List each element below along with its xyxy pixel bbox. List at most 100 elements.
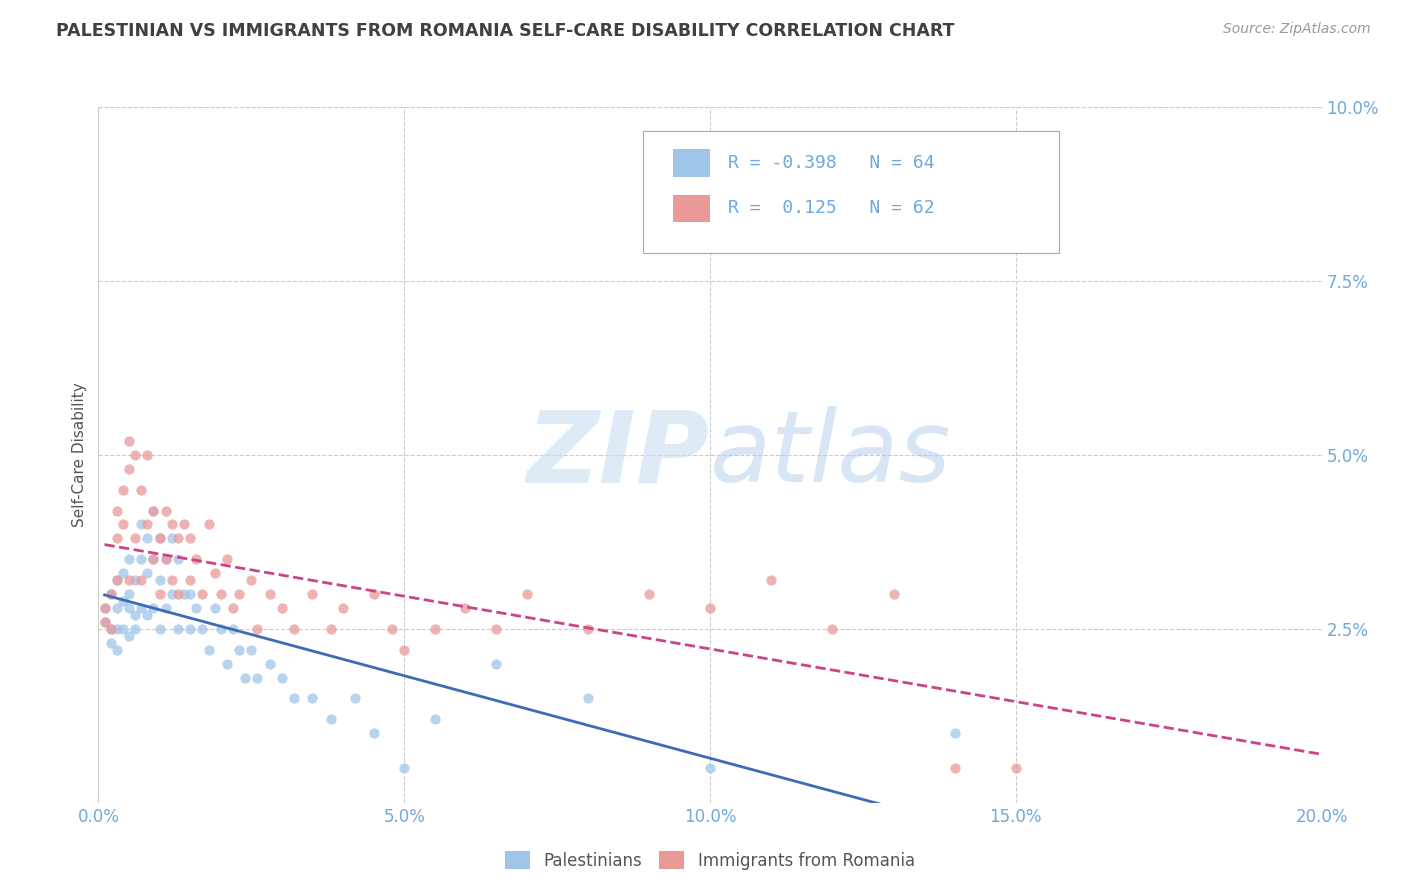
Point xyxy=(821,622,844,636)
Point xyxy=(204,566,226,581)
Point xyxy=(105,622,128,636)
Point xyxy=(363,587,385,601)
Point xyxy=(155,552,177,566)
Point xyxy=(124,607,146,622)
Point xyxy=(155,601,177,615)
Point xyxy=(149,532,172,546)
Point xyxy=(167,622,190,636)
Point xyxy=(142,552,165,566)
Point xyxy=(204,601,226,615)
Point xyxy=(129,552,152,566)
Point xyxy=(485,657,508,671)
Point xyxy=(136,517,159,532)
Point xyxy=(160,532,183,546)
Point xyxy=(191,622,214,636)
FancyBboxPatch shape xyxy=(673,194,710,222)
Point xyxy=(142,503,165,517)
Point xyxy=(179,622,201,636)
Point xyxy=(215,657,238,671)
Point xyxy=(160,517,183,532)
Text: R =  0.125   N = 62: R = 0.125 N = 62 xyxy=(728,199,935,218)
Point xyxy=(149,573,172,587)
Point xyxy=(124,532,146,546)
Point xyxy=(118,629,141,643)
FancyBboxPatch shape xyxy=(643,131,1059,253)
Point xyxy=(111,594,134,608)
Point xyxy=(105,503,128,517)
Point xyxy=(576,622,599,636)
Point xyxy=(283,622,305,636)
Point xyxy=(136,532,159,546)
FancyBboxPatch shape xyxy=(673,150,710,177)
Point xyxy=(197,517,219,532)
Point xyxy=(283,691,305,706)
Point xyxy=(883,587,905,601)
Point xyxy=(118,434,141,448)
Point xyxy=(93,601,115,615)
Point xyxy=(111,483,134,497)
Point xyxy=(240,642,263,657)
Point xyxy=(699,601,721,615)
Point xyxy=(1004,761,1026,775)
Point xyxy=(155,552,177,566)
Point xyxy=(100,636,122,650)
Point xyxy=(149,622,172,636)
Point xyxy=(155,503,177,517)
Point xyxy=(516,587,538,601)
Text: R = -0.398   N = 64: R = -0.398 N = 64 xyxy=(728,154,935,172)
Text: Source: ZipAtlas.com: Source: ZipAtlas.com xyxy=(1223,22,1371,37)
Y-axis label: Self-Care Disability: Self-Care Disability xyxy=(72,383,87,527)
Point xyxy=(485,622,508,636)
Point xyxy=(319,712,342,726)
Point xyxy=(118,462,141,476)
Point xyxy=(240,573,263,587)
Point xyxy=(186,552,208,566)
Point xyxy=(246,622,269,636)
Point xyxy=(943,726,966,740)
Point xyxy=(118,573,141,587)
Point xyxy=(179,573,201,587)
Point xyxy=(392,761,416,775)
Point xyxy=(215,552,238,566)
Point xyxy=(191,587,214,601)
Point xyxy=(173,587,195,601)
Point xyxy=(129,483,152,497)
Point xyxy=(105,573,128,587)
Point xyxy=(136,607,159,622)
Point xyxy=(197,642,219,657)
Point xyxy=(100,622,122,636)
Point xyxy=(149,532,172,546)
Point xyxy=(186,601,208,615)
Text: atlas: atlas xyxy=(710,407,952,503)
Point xyxy=(270,601,292,615)
Point xyxy=(124,448,146,462)
Point xyxy=(111,517,134,532)
Point xyxy=(179,587,201,601)
Point xyxy=(105,532,128,546)
Point xyxy=(100,622,122,636)
Point xyxy=(136,448,159,462)
Point xyxy=(576,691,599,706)
Point xyxy=(943,761,966,775)
Point xyxy=(149,587,172,601)
Point xyxy=(136,566,159,581)
Point xyxy=(222,622,245,636)
Point xyxy=(228,642,250,657)
Point xyxy=(392,642,416,657)
Point xyxy=(111,566,134,581)
Point xyxy=(167,532,190,546)
Point xyxy=(124,622,146,636)
Point xyxy=(160,587,183,601)
Point xyxy=(105,642,128,657)
Point xyxy=(454,601,477,615)
Point xyxy=(222,601,245,615)
Point xyxy=(160,573,183,587)
Point xyxy=(105,573,128,587)
Point xyxy=(167,587,190,601)
Point xyxy=(179,532,201,546)
Point xyxy=(105,601,128,615)
Point xyxy=(423,712,446,726)
Point xyxy=(209,622,232,636)
Point xyxy=(93,615,115,629)
Point xyxy=(129,517,152,532)
